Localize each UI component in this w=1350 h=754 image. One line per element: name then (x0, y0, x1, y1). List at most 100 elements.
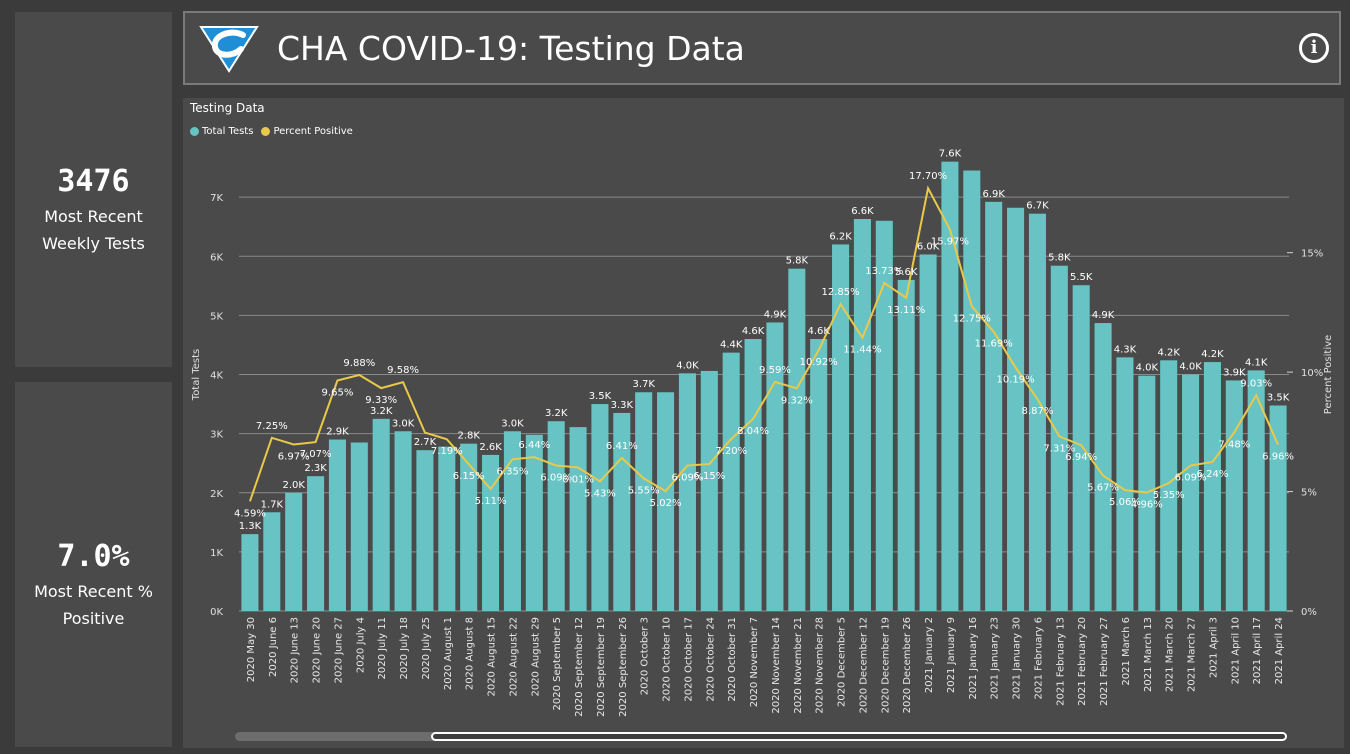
bar-total-tests (263, 512, 281, 611)
line-data-label: 9.88% (343, 358, 375, 369)
x-tick-label: 2021 April 10 (1230, 617, 1241, 684)
y-tick-label: 4K (210, 371, 223, 382)
x-tick-label: 2020 October 31 (727, 617, 738, 702)
page-title: CHA COVID-19: Testing Data (277, 29, 745, 68)
legend-item-total-tests[interactable]: Total Tests (190, 126, 253, 137)
chart-title: Testing Data (190, 101, 265, 115)
x-tick-label: 2020 September 26 (618, 617, 629, 717)
line-data-label: 8.87% (1022, 406, 1054, 417)
kpi-weekly-tests-label: Most Recent Weekly Tests (42, 207, 145, 253)
bar-total-tests (1269, 405, 1287, 611)
x-tick-label: 2020 October 17 (683, 617, 694, 702)
bar-total-tests (1182, 374, 1200, 611)
line-data-label: 11.69% (975, 339, 1013, 350)
bar-total-tests (985, 201, 1003, 611)
line-data-label: 5.43% (584, 488, 616, 499)
x-tick-label: 2020 June 13 (290, 617, 301, 683)
bar-data-label: 4.0K (1179, 362, 1202, 373)
bar-data-label: 3.9K (1223, 367, 1246, 378)
line-data-label: 9.32% (781, 395, 813, 406)
y2-tick-label: 15% (1301, 249, 1323, 260)
x-tick-label: 2021 January 30 (1012, 617, 1023, 699)
x-tick-label: 2020 November 14 (771, 617, 782, 714)
bar-data-label: 4.9K (1092, 310, 1115, 321)
bar-total-tests (766, 322, 784, 611)
line-data-label: 6.09% (672, 473, 704, 484)
x-tick-label: 2020 November 7 (749, 617, 760, 707)
bar-total-tests (810, 339, 828, 611)
y2-tick-label: 0% (1301, 607, 1317, 618)
line-data-label: 8.04% (737, 426, 769, 437)
bar-total-tests (1050, 265, 1068, 611)
scrollbar-thumb[interactable] (431, 732, 1287, 741)
bar-data-label: 1.3K (239, 521, 262, 532)
bar-data-label: 4.4K (720, 340, 743, 351)
bar-data-label: 6.6K (851, 206, 874, 217)
x-tick-label: 2021 February 27 (1099, 617, 1110, 706)
y-tick-label: 6K (210, 252, 223, 263)
x-tick-label: 2021 February 6 (1033, 617, 1044, 699)
line-data-label: 9.03% (1240, 378, 1272, 389)
info-button[interactable]: i (1299, 33, 1329, 63)
line-data-label: 17.70% (909, 171, 947, 182)
y-tick-label: 1K (210, 548, 223, 559)
x-tick-label: 2020 October 10 (662, 617, 673, 702)
bar-total-tests (635, 392, 653, 611)
bar-total-tests (1247, 370, 1265, 611)
bar-total-tests (744, 339, 762, 611)
bar-total-tests (1094, 323, 1112, 611)
x-tick-label: 2020 October 24 (705, 617, 716, 702)
y2-tick-label: 5% (1301, 488, 1317, 499)
line-data-label: 7.07% (300, 449, 332, 460)
bar-data-label: 5.6K (895, 267, 918, 278)
bar-data-label: 3.2K (545, 408, 568, 419)
bar-total-tests (832, 244, 850, 612)
legend-percent-positive-label: Percent Positive (273, 126, 353, 137)
bar-data-label: 3.0K (392, 418, 415, 429)
bar-data-label: 3.7K (632, 379, 655, 390)
line-data-label: 11.44% (843, 345, 881, 356)
line-data-label: 7.25% (256, 421, 288, 432)
line-data-label: 6.94% (1065, 452, 1097, 463)
bar-total-tests (285, 492, 303, 611)
x-tick-label: 2021 February 13 (1055, 617, 1066, 706)
line-data-label: 6.09% (1175, 473, 1207, 484)
bar-data-label: 3.3K (611, 400, 634, 411)
bar-total-tests (722, 352, 740, 611)
bar-data-label: 2.7K (414, 437, 437, 448)
bar-data-label: 1.7K (261, 499, 284, 510)
x-tick-label: 2020 September 5 (552, 617, 563, 710)
y2-tick-label: 10% (1301, 368, 1323, 379)
line-data-label: 10.92% (800, 357, 838, 368)
bar-total-tests (788, 268, 806, 611)
page-header: CHA COVID-19: Testing Data i (183, 11, 1341, 85)
bar-total-tests (963, 170, 981, 612)
x-tick-label: 2020 June 20 (312, 617, 323, 683)
x-tick-label: 2021 March 6 (1121, 617, 1132, 686)
legend-total-tests-swatch (190, 127, 199, 136)
y-tick-label: 2K (210, 489, 223, 500)
bar-data-label: 6.7K (1026, 201, 1049, 212)
x-tick-label: 2021 January 2 (924, 617, 935, 693)
bar-total-tests (1116, 357, 1134, 611)
x-tick-label: 2020 May 30 (246, 617, 257, 682)
bar-data-label: 4.2K (1157, 347, 1180, 358)
bar-total-tests (1007, 207, 1025, 611)
bar-data-label: 6.0K (917, 241, 940, 252)
line-data-label: 5.67% (1087, 483, 1119, 494)
x-tick-label: 2020 September 19 (596, 617, 607, 717)
bar-total-tests (657, 392, 675, 611)
legend-item-percent-positive[interactable]: Percent Positive (261, 126, 353, 137)
x-tick-label: 2020 August 15 (487, 617, 498, 697)
bar-data-label: 5.8K (1048, 253, 1071, 264)
bar-data-label: 4.0K (676, 360, 699, 371)
bar-data-label: 4.6K (742, 326, 765, 337)
x-tick-label: 2020 December 26 (902, 617, 913, 713)
chart-scrollbar[interactable] (235, 732, 1287, 741)
x-tick-label: 2020 December 12 (858, 617, 869, 713)
line-data-label: 13.73% (865, 266, 903, 277)
bar-data-label: 3.5K (589, 391, 612, 402)
x-tick-label: 2021 January 9 (946, 617, 957, 693)
line-data-label: 12.75% (953, 313, 991, 324)
x-tick-label: 2021 February 20 (1077, 617, 1088, 706)
